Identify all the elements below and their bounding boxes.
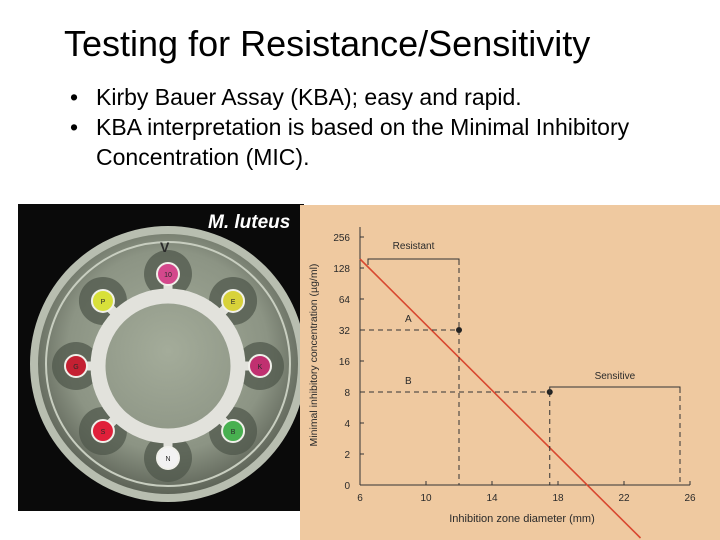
x-tick-label: 26 (684, 493, 696, 504)
bullet-text: KBA interpretation is based on the Minim… (96, 114, 630, 170)
disk-code: K (258, 364, 263, 371)
y-tick-label: 64 (339, 295, 351, 306)
x-axis-label: Inhibition zone diameter (mm) (449, 513, 595, 525)
disk-code: B (231, 429, 236, 436)
point-label: B (405, 376, 412, 387)
x-tick-label: 10 (420, 493, 432, 504)
bullet-text: Kirby Bauer Assay (KBA); easy and rapid. (96, 84, 522, 110)
antibiotic-disk (248, 354, 272, 378)
bullet-item: • KBA interpretation is based on the Min… (70, 112, 710, 172)
x-tick-label: 6 (357, 493, 363, 504)
y-tick-label: 32 (339, 326, 351, 337)
antibiotic-disk (90, 419, 115, 444)
antibiotic-disk (156, 262, 180, 286)
resistant-label: Resistant (393, 241, 435, 252)
y-tick-label: 16 (339, 357, 351, 368)
sensitive-bracket (549, 386, 681, 393)
category-brackets: Resistant Sensitive (367, 241, 681, 485)
disk-code: P (101, 299, 106, 306)
resistant-bracket (367, 258, 460, 265)
point-label: A (405, 314, 412, 325)
petri-dish-image: 10 E K B N S G P V (30, 226, 304, 502)
dish-inner-ring (45, 241, 291, 487)
bullet-dot: • (70, 114, 79, 140)
y-axis-label: Minimal inhibitory concentration (µg/ml) (308, 264, 320, 447)
y-tick-label: 4 (344, 419, 350, 430)
antibiotic-disk (64, 354, 88, 378)
antibiotic-disk (221, 419, 246, 444)
chart-grid (359, 236, 691, 486)
mic-line (359, 258, 642, 539)
y-tick-label: 128 (333, 264, 350, 275)
y-tick-labels: 0 2 4 8 16 32 64 128 256 (333, 233, 350, 492)
organism-label: M. luteus (208, 212, 291, 233)
disk-code: N (165, 456, 170, 463)
regression-line (359, 258, 642, 539)
y-tick-label: 2 (344, 450, 350, 461)
disk-code: E (231, 299, 236, 306)
antibiotic-disk (156, 446, 180, 470)
y-tick-label: 0 (344, 481, 350, 492)
disk-code: 10 (164, 272, 172, 279)
x-tick-label: 22 (618, 493, 630, 504)
dispenser-ring (90, 288, 246, 444)
antibiotic-disks: 10 E K B N S G P (64, 262, 272, 470)
disk-code: G (73, 364, 78, 371)
breakpoint-guides: AB (360, 314, 553, 485)
bullet-item: • Kirby Bauer Assay (KBA); easy and rapi… (70, 82, 710, 112)
y-tick-label: 256 (333, 233, 350, 244)
x-tick-label: 14 (486, 493, 498, 504)
petri-dish-photo: 10 E K B N S G P V M. luteus (18, 204, 304, 511)
x-tick-label: 18 (552, 493, 564, 504)
antibiotic-disk (90, 288, 115, 313)
disk-code: S (101, 429, 106, 436)
breakpoint-point (456, 327, 462, 333)
sensitive-label: Sensitive (595, 371, 636, 382)
antibiotic-disk (221, 288, 246, 313)
y-tick-label: 8 (344, 388, 350, 399)
top-marker: V (160, 239, 170, 255)
slide-title: Testing for Resistance/Sensitivity (64, 23, 591, 64)
x-tick-labels: 6 10 14 18 22 26 (357, 493, 696, 504)
bullet-dot: • (70, 84, 79, 110)
bullet-list: • Kirby Bauer Assay (KBA); easy and rapi… (70, 82, 710, 172)
